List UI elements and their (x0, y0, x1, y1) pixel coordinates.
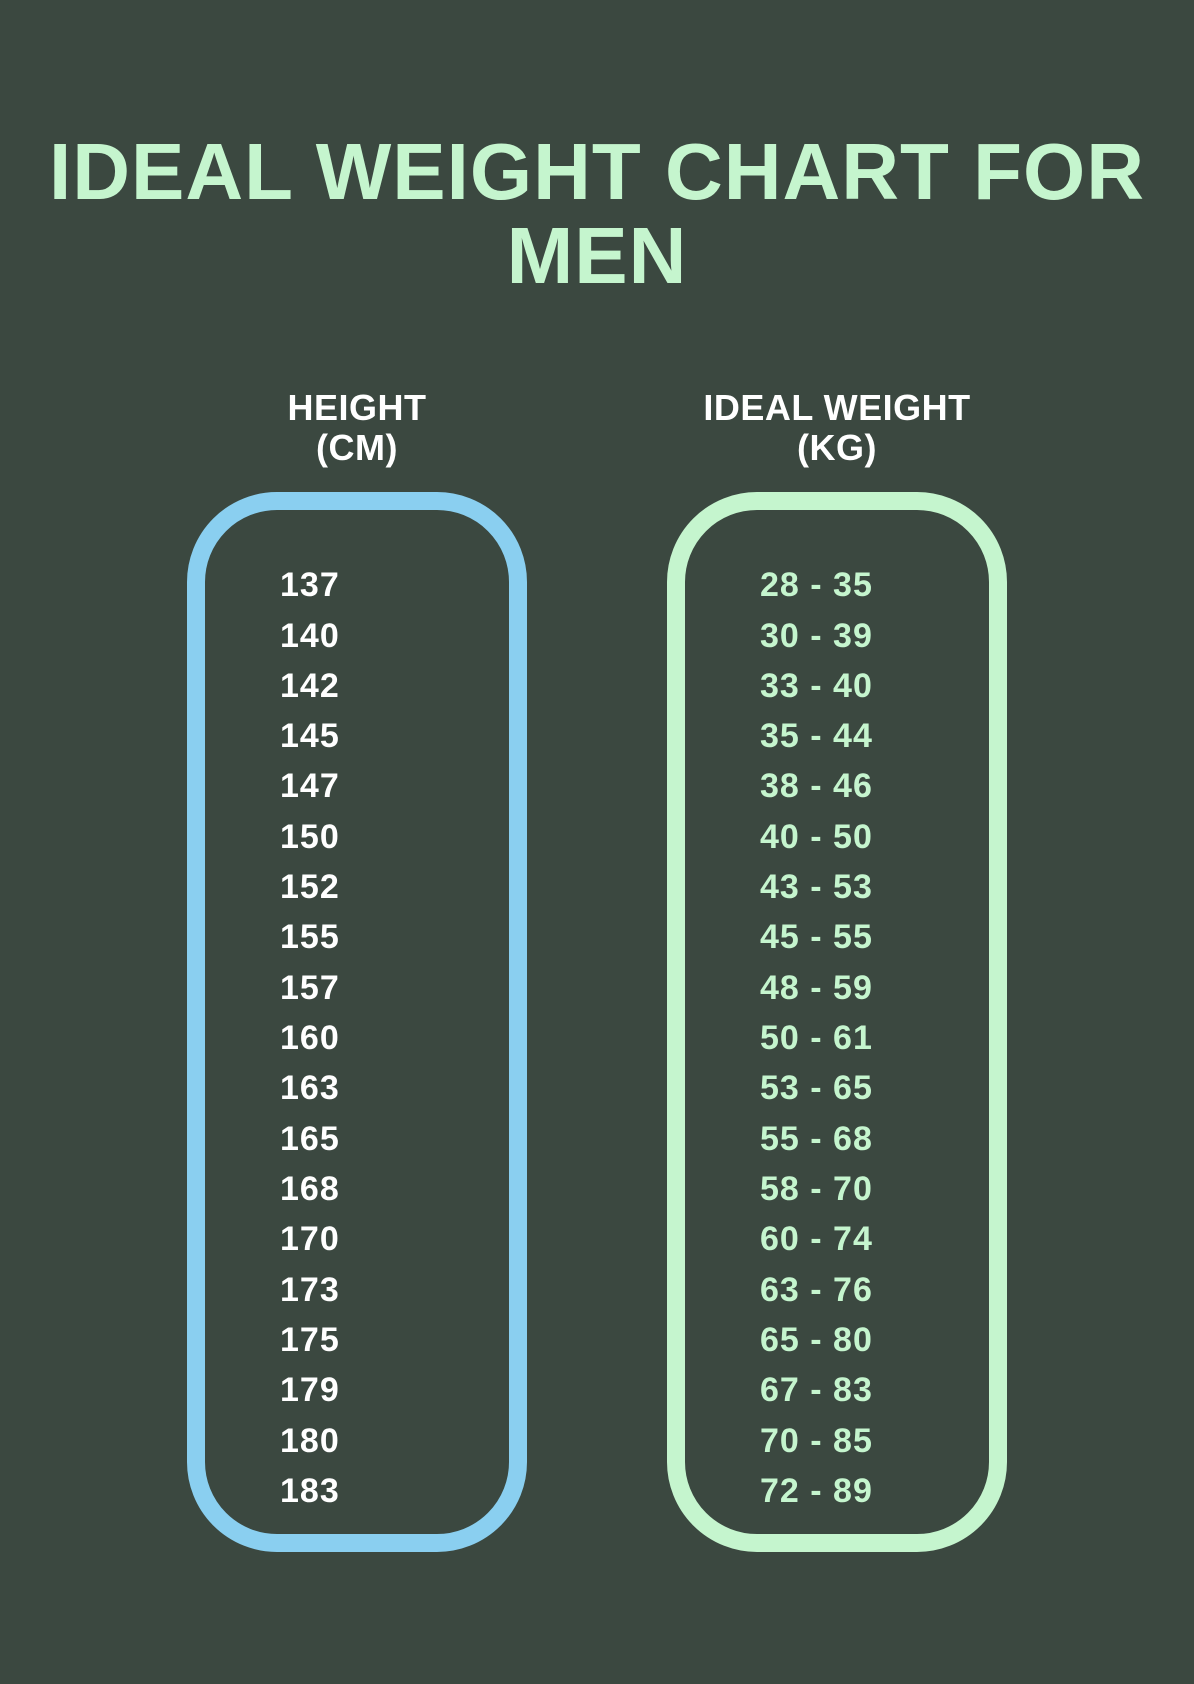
height-header-line1: HEIGHT (287, 387, 426, 428)
height-header: HEIGHT (CM) (287, 388, 426, 467)
weight-header-line1: IDEAL WEIGHT (703, 387, 970, 428)
weight-header-line2: (KG) (797, 427, 877, 468)
height-value: 183 (205, 1466, 340, 1516)
height-value: 170 (205, 1214, 340, 1264)
height-value: 152 (205, 862, 340, 912)
height-value: 147 (205, 761, 340, 811)
height-value: 175 (205, 1315, 340, 1365)
weight-header: IDEAL WEIGHT (KG) (703, 388, 970, 467)
weight-value: 43 - 53 (685, 862, 873, 912)
weight-value: 67 - 83 (685, 1365, 873, 1415)
columns-wrapper: HEIGHT (CM) 1371401421451471501521551571… (187, 388, 1007, 1552)
height-value: 163 (205, 1063, 340, 1113)
weight-pill: 28 - 3530 - 3933 - 4035 - 4438 - 4640 - … (667, 492, 1007, 1552)
chart-title: IDEAL WEIGHT CHART FOR MEN (0, 130, 1194, 298)
weight-value: 40 - 50 (685, 812, 873, 862)
weight-value: 28 - 35 (685, 560, 873, 610)
height-value: 165 (205, 1114, 340, 1164)
weight-value: 30 - 39 (685, 611, 873, 661)
weight-value: 72 - 89 (685, 1466, 873, 1516)
weight-value: 60 - 74 (685, 1214, 873, 1264)
weight-value: 45 - 55 (685, 912, 873, 962)
weight-value: 70 - 85 (685, 1416, 873, 1466)
weight-value: 48 - 59 (685, 963, 873, 1013)
height-value: 160 (205, 1013, 340, 1063)
height-value: 145 (205, 711, 340, 761)
weight-value: 63 - 76 (685, 1265, 873, 1315)
height-value: 179 (205, 1365, 340, 1415)
weight-value: 53 - 65 (685, 1063, 873, 1113)
height-value: 157 (205, 963, 340, 1013)
height-value: 180 (205, 1416, 340, 1466)
height-value: 168 (205, 1164, 340, 1214)
weight-value: 38 - 46 (685, 761, 873, 811)
weight-column: IDEAL WEIGHT (KG) 28 - 3530 - 3933 - 403… (667, 388, 1007, 1552)
height-value: 173 (205, 1265, 340, 1315)
height-value: 150 (205, 812, 340, 862)
weight-value: 55 - 68 (685, 1114, 873, 1164)
height-column: HEIGHT (CM) 1371401421451471501521551571… (187, 388, 527, 1552)
weight-value: 65 - 80 (685, 1315, 873, 1365)
height-value: 142 (205, 661, 340, 711)
height-pill: 1371401421451471501521551571601631651681… (187, 492, 527, 1552)
height-header-line2: (CM) (316, 427, 398, 468)
weight-value: 35 - 44 (685, 711, 873, 761)
weight-value: 50 - 61 (685, 1013, 873, 1063)
weight-value: 58 - 70 (685, 1164, 873, 1214)
height-value: 140 (205, 611, 340, 661)
height-value: 155 (205, 912, 340, 962)
height-value: 137 (205, 560, 340, 610)
weight-value: 33 - 40 (685, 661, 873, 711)
